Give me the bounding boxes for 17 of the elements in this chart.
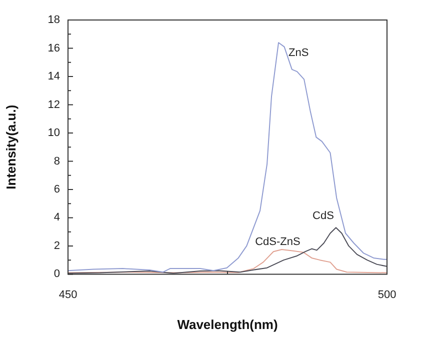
y-axis-title: Intensity(a.u.): [3, 104, 18, 190]
series-label: CdS: [312, 210, 334, 222]
series-label: ZnS: [288, 47, 309, 60]
y-tick-label: 8: [54, 155, 60, 168]
y-tick-label: 16: [48, 42, 60, 54]
y-tick-label: 2: [54, 240, 60, 252]
y-tick-label: 4: [54, 212, 60, 224]
y-tick-label: 10: [48, 127, 60, 140]
y-tick-label: 14: [48, 70, 60, 83]
y-tick-label: 6: [54, 184, 60, 196]
y-tick-label: 18: [48, 14, 60, 26]
series-label: CdS-ZnS: [255, 236, 300, 248]
x-tick-label: 450: [58, 288, 78, 301]
x-axis-title: Wavelength(nm): [177, 316, 278, 332]
y-tick-label: 0: [54, 268, 60, 280]
y-tick-label: 12: [48, 98, 60, 111]
x-tick-label: 500: [378, 288, 396, 301]
